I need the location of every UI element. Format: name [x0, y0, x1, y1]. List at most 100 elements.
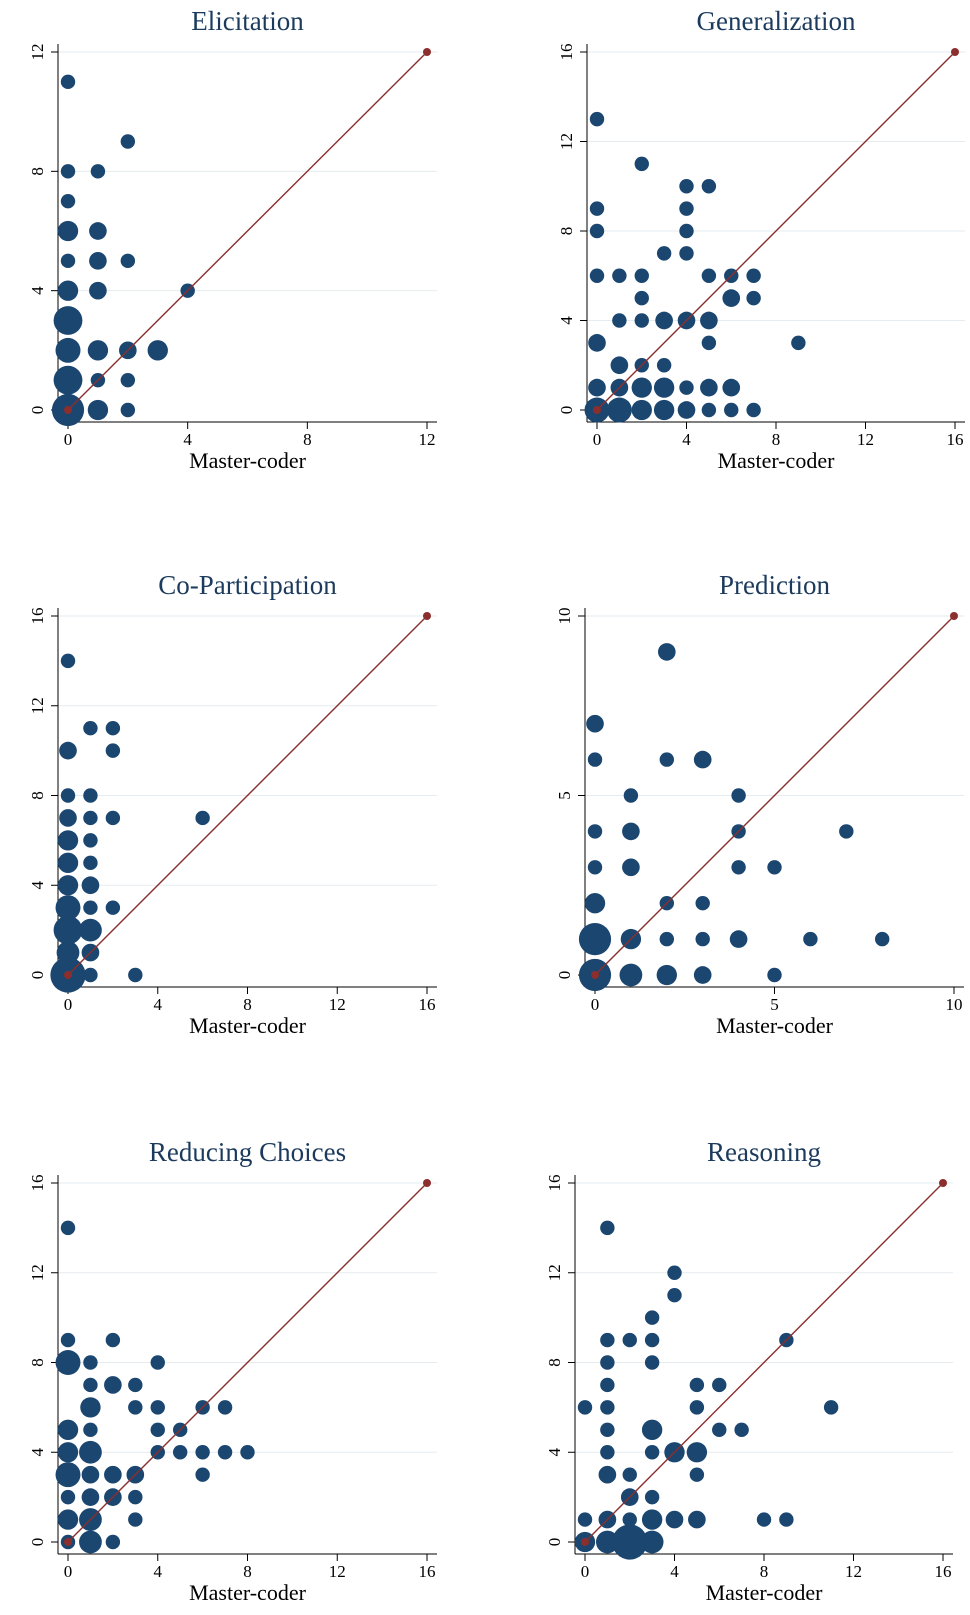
data-point	[587, 752, 603, 767]
x-tick-label: 16	[947, 430, 964, 449]
reference-line-endpoint	[64, 971, 72, 979]
y-tick-label: 5	[555, 791, 574, 800]
data-point	[128, 1400, 143, 1415]
data-point	[150, 1400, 165, 1415]
reference-line	[596, 51, 956, 411]
data-point	[105, 743, 121, 758]
y-tick-label: 4	[28, 1448, 47, 1457]
data-point	[79, 918, 102, 942]
y-tick-label: 0	[557, 406, 576, 415]
reference-line	[67, 51, 428, 411]
data-point	[722, 378, 741, 397]
x-tick-label: 12	[419, 430, 436, 449]
data-point	[622, 1332, 637, 1348]
data-point	[57, 220, 79, 242]
data-point	[767, 860, 782, 875]
y-tick-label: 8	[557, 227, 576, 236]
data-point	[217, 1400, 233, 1415]
data-point	[701, 402, 717, 418]
data-point	[128, 1512, 143, 1527]
data-point	[577, 1400, 593, 1415]
data-point	[79, 1530, 102, 1554]
data-point	[689, 1467, 705, 1482]
data-point	[619, 963, 643, 987]
x-tick-label: 10	[946, 995, 963, 1014]
y-tick-label: 8	[28, 167, 47, 176]
data-point	[59, 809, 77, 827]
data-point	[686, 1442, 708, 1463]
data-point	[80, 1397, 101, 1418]
data-point	[588, 378, 606, 397]
data-point	[600, 1400, 615, 1415]
y-tick-label: 8	[28, 1358, 47, 1367]
y-tick-label: 4	[28, 881, 47, 890]
data-point	[83, 1355, 98, 1370]
data-point	[700, 378, 718, 397]
data-point	[734, 1422, 749, 1438]
x-axis-label: Master-coder	[189, 1013, 307, 1038]
data-point	[589, 111, 605, 127]
data-point	[667, 1265, 682, 1280]
x-tick-label: 8	[303, 430, 312, 449]
y-tick-label: 4	[557, 316, 576, 325]
data-point	[622, 1512, 637, 1527]
data-point	[653, 377, 675, 398]
data-point	[57, 280, 79, 301]
data-point	[81, 1465, 100, 1484]
y-tick-label: 0	[28, 406, 47, 415]
data-point	[83, 855, 98, 871]
data-point	[589, 268, 605, 283]
data-point	[700, 311, 718, 330]
data-point	[83, 1422, 98, 1438]
data-point	[60, 653, 76, 669]
data-point	[695, 931, 710, 947]
data-point	[722, 289, 741, 307]
data-point	[665, 1510, 684, 1529]
data-point	[53, 306, 83, 335]
data-point	[217, 1445, 233, 1460]
data-point	[60, 193, 76, 209]
x-tick-label: 4	[154, 995, 163, 1014]
data-point	[644, 1445, 660, 1460]
data-point	[655, 311, 673, 330]
data-point	[634, 290, 649, 306]
data-point	[55, 895, 81, 921]
data-point	[53, 365, 83, 395]
data-point	[83, 967, 98, 983]
data-point	[659, 931, 674, 947]
data-point	[105, 810, 121, 826]
data-point	[587, 824, 603, 839]
data-point	[791, 335, 806, 351]
data-point	[586, 714, 604, 733]
data-point	[679, 201, 694, 216]
data-point	[731, 860, 746, 875]
data-point	[600, 1422, 615, 1438]
reference-line-endpoint	[951, 48, 959, 56]
data-point	[104, 1376, 122, 1394]
data-point	[150, 1422, 165, 1438]
data-point	[612, 1524, 648, 1560]
data-point	[667, 1287, 682, 1303]
data-point	[104, 1465, 122, 1484]
x-tick-label: 16	[419, 995, 436, 1014]
reference-line-endpoint	[64, 1538, 72, 1546]
x-tick-label: 0	[581, 1562, 590, 1581]
x-axis-label: Master-coder	[718, 448, 836, 473]
data-point	[57, 875, 79, 896]
x-tick-label: 4	[670, 1562, 679, 1581]
x-tick-label: 5	[770, 995, 779, 1014]
data-point	[823, 1400, 839, 1415]
data-point	[689, 1377, 705, 1393]
data-point	[693, 966, 712, 984]
data-point	[60, 1220, 76, 1236]
data-point	[756, 1512, 772, 1527]
x-tick-label: 8	[243, 995, 252, 1014]
chart-title: Elicitation	[191, 6, 304, 36]
data-point	[83, 720, 98, 736]
data-point	[60, 253, 76, 269]
chart-panel-6: 0 4 8 12 16 0 4 8 12 16 Reasoning Master-coder	[545, 1137, 953, 1605]
data-point	[89, 222, 107, 240]
y-tick-label: 12	[557, 133, 576, 150]
x-tick-label: 12	[329, 1562, 346, 1581]
reference-line-endpoint	[950, 612, 958, 620]
